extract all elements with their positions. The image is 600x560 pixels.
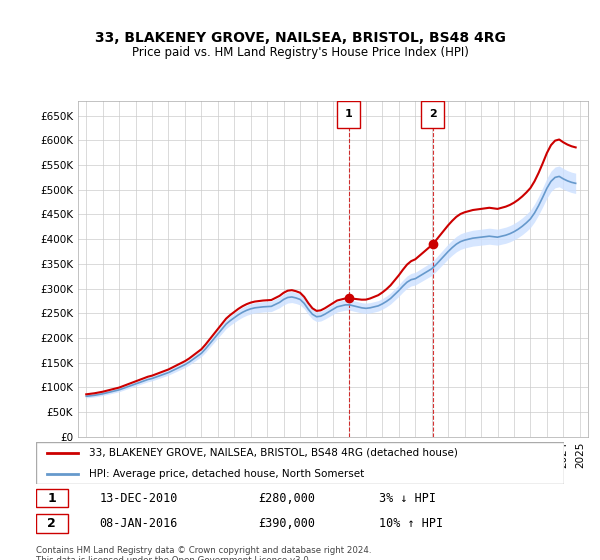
Text: 10% ↑ HPI: 10% ↑ HPI — [379, 517, 443, 530]
Text: £280,000: £280,000 — [258, 492, 315, 505]
Text: 1: 1 — [47, 492, 56, 505]
FancyBboxPatch shape — [421, 101, 444, 128]
FancyBboxPatch shape — [36, 515, 68, 533]
Text: 1: 1 — [345, 109, 353, 119]
Text: 33, BLAKENEY GROVE, NAILSEA, BRISTOL, BS48 4RG: 33, BLAKENEY GROVE, NAILSEA, BRISTOL, BS… — [95, 31, 505, 45]
Text: 33, BLAKENEY GROVE, NAILSEA, BRISTOL, BS48 4RG (detached house): 33, BLAKENEY GROVE, NAILSEA, BRISTOL, BS… — [89, 448, 458, 458]
Text: HPI: Average price, detached house, North Somerset: HPI: Average price, detached house, Nort… — [89, 469, 364, 479]
Text: Contains HM Land Registry data © Crown copyright and database right 2024.
This d: Contains HM Land Registry data © Crown c… — [36, 546, 371, 560]
Text: 08-JAN-2016: 08-JAN-2016 — [100, 517, 178, 530]
Text: Price paid vs. HM Land Registry's House Price Index (HPI): Price paid vs. HM Land Registry's House … — [131, 46, 469, 59]
Text: 3% ↓ HPI: 3% ↓ HPI — [379, 492, 436, 505]
FancyBboxPatch shape — [337, 101, 360, 128]
FancyBboxPatch shape — [36, 442, 564, 484]
Text: 13-DEC-2010: 13-DEC-2010 — [100, 492, 178, 505]
Text: 2: 2 — [428, 109, 436, 119]
FancyBboxPatch shape — [36, 489, 68, 507]
Text: £390,000: £390,000 — [258, 517, 315, 530]
Text: 2: 2 — [47, 517, 56, 530]
